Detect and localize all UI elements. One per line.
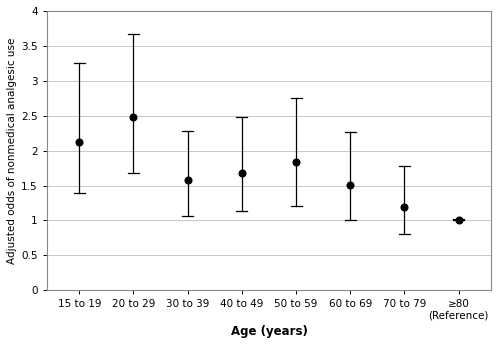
Y-axis label: Adjusted odds of nonmedical analgesic use: Adjusted odds of nonmedical analgesic us… — [7, 37, 17, 264]
X-axis label: Age (years): Age (years) — [230, 325, 308, 338]
